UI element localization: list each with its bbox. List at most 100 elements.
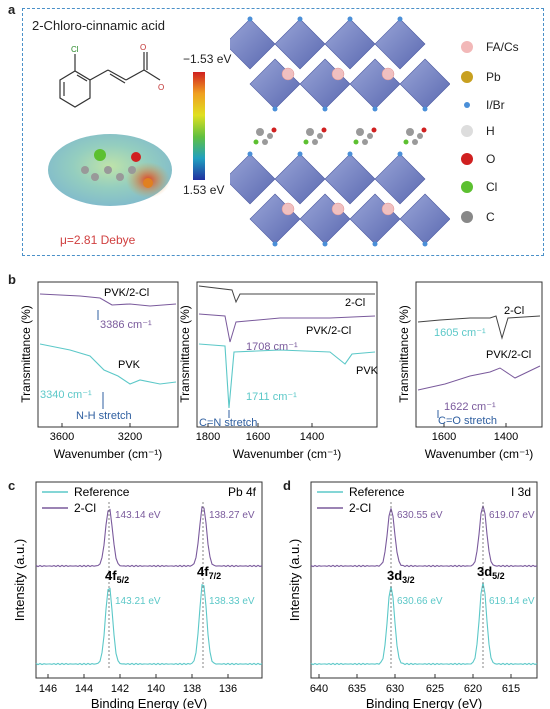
legend-label: Pb bbox=[486, 70, 501, 84]
legend-swatch bbox=[461, 211, 473, 223]
panel-c-label: c bbox=[8, 478, 16, 493]
label-pvk: PVK bbox=[118, 359, 141, 371]
peak-1711: 1711 cm⁻¹ bbox=[246, 391, 297, 403]
xps-title: I 3d bbox=[511, 485, 531, 499]
legend-swatch bbox=[461, 41, 473, 53]
x-tick-label: 625 bbox=[426, 683, 444, 695]
x-tick-label: 620 bbox=[464, 683, 482, 695]
legend-item-ibr: I/Br bbox=[458, 98, 505, 112]
x-tick-label: 1600 bbox=[246, 431, 270, 443]
x-axis-label: Wavenumber (cm⁻¹) bbox=[233, 447, 342, 461]
panel-c-xps: 146 144 142 140 138 136 Binding Energy (eV) Int… bbox=[12, 481, 263, 709]
xps-frame bbox=[35, 481, 263, 679]
curve-pvk2cl bbox=[417, 365, 541, 391]
legend-item-cl: Cl bbox=[458, 180, 497, 194]
legend-swatch bbox=[464, 102, 470, 108]
x-tick-label: 1400 bbox=[300, 431, 324, 443]
legend-label: H bbox=[486, 124, 495, 138]
peak-name-right: 4f7/2 bbox=[197, 564, 221, 581]
label-2cl: 2-Cl bbox=[345, 297, 365, 309]
x-tick-label: 615 bbox=[502, 683, 520, 695]
curve-2cl bbox=[35, 506, 263, 568]
curve-2cl bbox=[417, 315, 541, 340]
xps-frame bbox=[310, 481, 538, 679]
curve-pvk bbox=[198, 343, 376, 409]
curve-pvk2cl bbox=[198, 313, 376, 343]
x-axis-label: Wavenumber (cm⁻¹) bbox=[54, 447, 163, 461]
legend-reference: Reference bbox=[74, 485, 130, 499]
panel-b-ftir: 3600 3200 Wavenumber (cm⁻¹) Transmittance (… bbox=[19, 281, 543, 461]
label-pvk2cl: PVK/2-Cl bbox=[306, 325, 351, 337]
curve-pvk2cl bbox=[39, 293, 177, 307]
xps-title: Pb 4f bbox=[228, 485, 257, 499]
legend-label: I/Br bbox=[486, 98, 505, 112]
legend-2cl: 2-Cl bbox=[349, 501, 371, 515]
dipole-text: μ=2.81 Debye bbox=[60, 233, 136, 247]
legend-label: C bbox=[486, 210, 495, 224]
x-axis-label: Binding Energy (eV) bbox=[366, 696, 482, 709]
label-pvk: PVK bbox=[356, 365, 379, 377]
x-axis-label: Wavenumber (cm⁻¹) bbox=[425, 447, 534, 461]
legend-item-facs: FA/Cs bbox=[458, 40, 519, 54]
peak-1708: 1708 cm⁻¹ bbox=[246, 341, 298, 353]
peak-3386: 3386 cm⁻¹ bbox=[100, 319, 152, 331]
y-axis-label: Transmittance (%) bbox=[19, 305, 33, 403]
svg-text:O: O bbox=[158, 83, 164, 92]
peak-1605: 1605 cm⁻¹ bbox=[434, 327, 486, 339]
colorbar-top-label: −1.53 eV bbox=[183, 52, 232, 66]
curve-reference bbox=[35, 583, 263, 666]
peak-1622: 1622 cm⁻¹ bbox=[444, 401, 496, 413]
molecule-title: 2-Chloro-cinnamic acid bbox=[32, 18, 165, 33]
label-pvk2cl: PVK/2-Cl bbox=[486, 349, 531, 361]
peak-ref-right: 138.33 eV bbox=[209, 596, 255, 607]
curve-2cl bbox=[198, 285, 375, 304]
x-tick-label: 1800 bbox=[196, 431, 220, 443]
molecule-structure: Cl O O bbox=[59, 43, 164, 108]
peak-name-left: 4f5/2 bbox=[105, 568, 129, 585]
legend-swatch bbox=[461, 181, 473, 193]
x-tick-label: 138 bbox=[183, 683, 201, 695]
y-axis-label: Intensity (a.u.) bbox=[12, 539, 27, 621]
x-tick-label: 140 bbox=[147, 683, 165, 695]
peak-name-left: 3d3/2 bbox=[387, 568, 415, 585]
legend-2cl: 2-Cl bbox=[74, 501, 96, 515]
peak-cl-left: 143.14 eV bbox=[115, 510, 161, 521]
x-tick-label: 640 bbox=[310, 683, 328, 695]
legend-item-o: O bbox=[458, 152, 495, 166]
curve-pvk bbox=[39, 343, 177, 385]
peak-ref-left: 630.66 eV bbox=[397, 596, 443, 607]
curve-2cl bbox=[310, 505, 538, 568]
ftir-frame-3 bbox=[415, 281, 543, 428]
peak-ref-right: 619.14 eV bbox=[489, 596, 535, 607]
ftir-frame-2 bbox=[196, 281, 378, 428]
x-tick-label: 1400 bbox=[494, 431, 518, 443]
legend-label: O bbox=[486, 152, 496, 166]
x-tick-label: 144 bbox=[75, 683, 93, 695]
x-tick-label: 142 bbox=[111, 683, 129, 695]
annotation-nh: N-H stretch bbox=[76, 410, 132, 422]
ftir-frame-1 bbox=[37, 281, 179, 428]
panel-d-label: d bbox=[283, 478, 291, 493]
x-tick-label: 3200 bbox=[118, 431, 142, 443]
label-pvk2cl: PVK/2-Cl bbox=[104, 287, 149, 299]
legend-swatch bbox=[461, 125, 473, 137]
annotation-cn: C=N stretch bbox=[199, 417, 257, 429]
legend-swatch bbox=[461, 153, 473, 165]
x-tick-label: 1600 bbox=[432, 431, 456, 443]
legend-label: Cl bbox=[486, 180, 498, 194]
legend-item-c: C bbox=[458, 210, 495, 224]
panel-a-frame bbox=[22, 8, 544, 256]
y-axis-label: Transmittance (%) bbox=[397, 305, 411, 403]
x-axis-label: Binding Energy (eV) bbox=[91, 696, 207, 709]
crystal-structure bbox=[230, 16, 450, 247]
svg-text:O: O bbox=[140, 43, 146, 52]
legend-item-pb: Pb bbox=[458, 70, 501, 84]
esp-map bbox=[48, 134, 172, 206]
panel-a-label: a bbox=[8, 2, 16, 17]
peak-cl-right: 138.27 eV bbox=[209, 510, 255, 521]
legend-swatch bbox=[461, 71, 473, 83]
peak-cl-left: 630.55 eV bbox=[397, 510, 443, 521]
legend-reference: Reference bbox=[349, 485, 405, 499]
legend-item-h: H bbox=[458, 124, 495, 138]
x-tick-label: 635 bbox=[348, 683, 366, 695]
